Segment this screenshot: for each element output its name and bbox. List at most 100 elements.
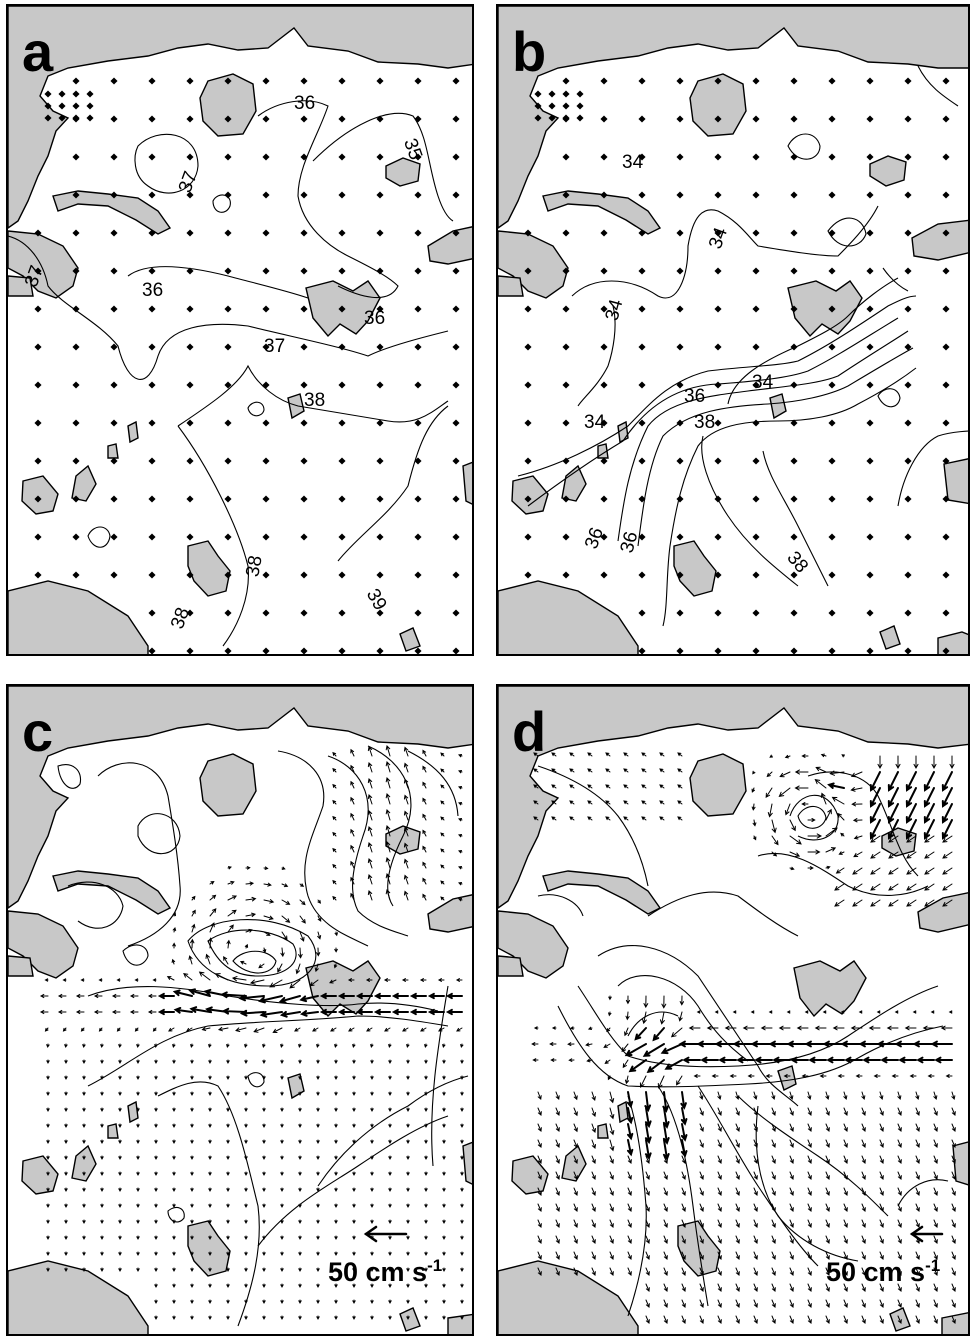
velocity-arrow bbox=[154, 1123, 158, 1129]
velocity-arrow bbox=[209, 894, 217, 901]
velocity-arrow bbox=[316, 1299, 320, 1305]
velocity-arrow bbox=[605, 800, 611, 805]
velocity-arrow bbox=[897, 1283, 902, 1292]
velocity-arrow bbox=[831, 796, 845, 805]
velocity-arrow bbox=[208, 1299, 212, 1305]
velocity-arrow bbox=[100, 1171, 104, 1177]
velocity-arrow bbox=[591, 1267, 596, 1276]
velocity-arrow bbox=[334, 1091, 338, 1097]
velocity-arrow bbox=[681, 1283, 686, 1292]
velocity-arrow bbox=[172, 912, 176, 917]
velocity-arrow bbox=[951, 1091, 956, 1100]
station-marker bbox=[110, 153, 118, 161]
velocity-arrow bbox=[771, 1107, 776, 1116]
velocity-arrow bbox=[424, 1155, 428, 1161]
coast-southwest bbox=[498, 1260, 639, 1334]
velocity-arrow bbox=[941, 819, 953, 840]
velocity-arrow bbox=[136, 1043, 140, 1049]
station-marker bbox=[904, 229, 912, 237]
velocity-arrow bbox=[699, 1235, 704, 1244]
velocity-arrow bbox=[789, 1139, 794, 1148]
velocity-arrow bbox=[735, 1203, 740, 1212]
velocity-arrow bbox=[118, 1187, 122, 1193]
island-west-small-1 bbox=[498, 275, 524, 297]
station-marker bbox=[752, 191, 760, 199]
velocity-arrow bbox=[316, 1203, 320, 1209]
velocity-arrow bbox=[626, 1123, 634, 1141]
station-marker bbox=[300, 343, 308, 351]
velocity-arrow bbox=[843, 1091, 848, 1100]
velocity-arrow bbox=[221, 1007, 247, 1015]
velocity-arrow bbox=[825, 1123, 830, 1132]
station-marker bbox=[376, 191, 384, 199]
velocity-arrow bbox=[295, 963, 301, 975]
island-west-small-1 bbox=[498, 955, 524, 977]
velocity-arrow bbox=[807, 817, 816, 823]
velocity-arrow bbox=[280, 1075, 284, 1081]
velocity-arrow bbox=[46, 1171, 50, 1177]
station-marker bbox=[866, 571, 874, 579]
velocity-arrow bbox=[825, 808, 832, 821]
velocity-arrow bbox=[385, 793, 391, 805]
station-marker bbox=[562, 77, 570, 85]
velocity-arrow bbox=[64, 1203, 68, 1209]
velocity-arrow bbox=[422, 813, 427, 821]
velocity-arrow bbox=[771, 1299, 776, 1308]
velocity-arrow bbox=[118, 1267, 122, 1273]
velocity-arrow bbox=[662, 1139, 670, 1161]
station-marker bbox=[562, 191, 570, 199]
velocity-arrow bbox=[262, 1267, 266, 1273]
velocity-arrow bbox=[64, 1219, 68, 1225]
velocity-arrow bbox=[332, 783, 337, 789]
velocity-arrow bbox=[905, 803, 917, 824]
velocity-arrow bbox=[659, 768, 665, 773]
station-marker bbox=[34, 533, 42, 541]
contour-label: 34 bbox=[584, 412, 606, 433]
velocity-arrow bbox=[825, 1155, 830, 1164]
station-marker bbox=[752, 647, 760, 654]
velocity-arrow bbox=[190, 1299, 194, 1305]
scale-label: 50 cm s-1 bbox=[328, 1256, 442, 1288]
velocity-arrow bbox=[300, 1010, 319, 1017]
velocity-arrow bbox=[409, 1008, 427, 1016]
velocity-arrow bbox=[136, 1059, 140, 1065]
velocity-arrow bbox=[367, 889, 373, 901]
station-marker bbox=[186, 267, 194, 275]
velocity-arrow bbox=[551, 752, 557, 757]
velocity-arrow bbox=[424, 1123, 428, 1129]
velocity-arrow bbox=[550, 1058, 557, 1062]
peninsula-1 bbox=[52, 870, 172, 915]
velocity-arrow bbox=[46, 1059, 50, 1065]
velocity-arrow bbox=[933, 1283, 938, 1292]
velocity-arrow bbox=[440, 816, 445, 821]
velocity-arrow bbox=[870, 851, 881, 859]
velocity-arrow bbox=[879, 1283, 884, 1292]
velocity-arrow bbox=[259, 1011, 283, 1018]
velocity-arrow bbox=[172, 1107, 176, 1113]
velocity-arrow bbox=[403, 810, 409, 821]
station-marker bbox=[224, 115, 232, 123]
velocity-arrow bbox=[729, 1074, 737, 1078]
velocity-arrow bbox=[370, 1059, 374, 1065]
velocity-arrow bbox=[573, 1091, 578, 1101]
velocity-arrow bbox=[789, 1107, 794, 1116]
velocity-arrow bbox=[591, 1187, 596, 1196]
station-marker bbox=[638, 343, 646, 351]
velocity-arrow bbox=[442, 1299, 446, 1305]
velocity-arrow bbox=[569, 784, 575, 789]
island-lemnos bbox=[787, 280, 863, 338]
velocity-arrow bbox=[440, 832, 445, 837]
peninsula-1 bbox=[52, 190, 172, 235]
map-panel-d bbox=[498, 686, 968, 1334]
station-marker bbox=[148, 77, 156, 85]
velocity-arrow bbox=[573, 1219, 578, 1228]
velocity-arrow bbox=[834, 899, 845, 907]
velocity-arrow bbox=[388, 1075, 392, 1081]
velocity-arrow bbox=[299, 915, 306, 924]
velocity-arrow bbox=[591, 1139, 597, 1150]
velocity-arrow bbox=[807, 1187, 812, 1196]
velocity-arrow bbox=[100, 1251, 104, 1257]
velocity-arrow bbox=[298, 1139, 302, 1145]
velocity-arrow bbox=[136, 1091, 140, 1097]
velocity-arrow bbox=[244, 1075, 248, 1081]
